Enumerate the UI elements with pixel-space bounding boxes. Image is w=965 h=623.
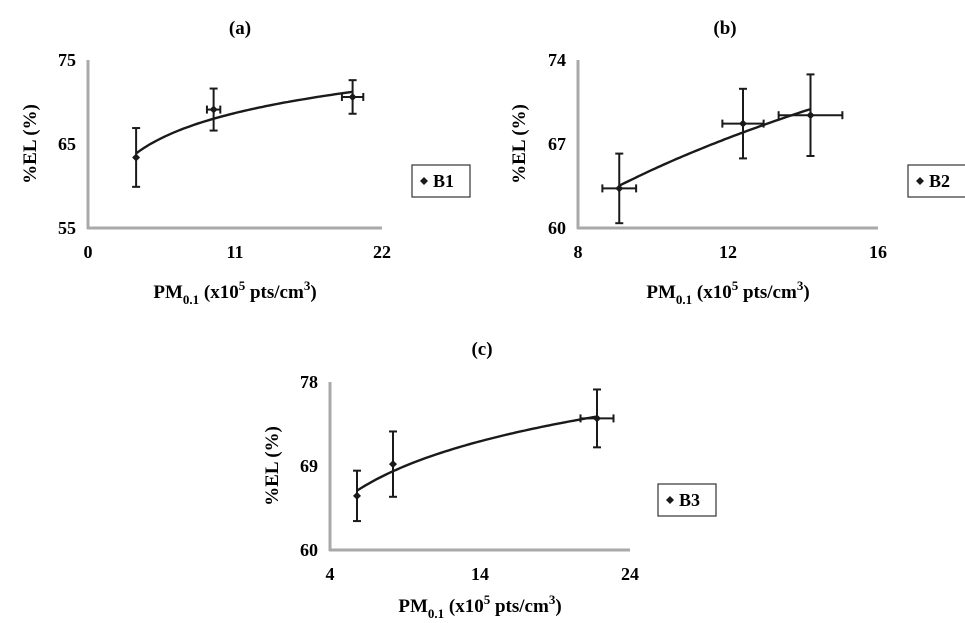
panel-label: (a): [229, 18, 251, 39]
x-tick-label: 4: [326, 564, 335, 584]
x-axis-title: PM0.1 (x105 pts/cm3): [153, 278, 316, 307]
legend-label: B2: [929, 171, 950, 191]
x-tick-label: 0: [84, 242, 93, 262]
x-tick-label: 12: [719, 242, 737, 262]
y-tick-label: 75: [58, 50, 76, 70]
y-tick-label: 55: [58, 218, 76, 238]
x-tick-label: 16: [869, 242, 887, 262]
y-axis-title: %EL (%): [20, 104, 41, 184]
chart-panel-1: (a) 55 65 75 0 11 22 %EL (%) PM0.1 (x105 pts/cm3…: [20, 18, 471, 307]
legend: B2: [907, 164, 965, 198]
data-point: [340, 79, 365, 115]
chart-panel-2: (b) 60 67 74 8 12 16 %EL (%) PM0.1 (x105 pts/cm3…: [509, 18, 965, 307]
data-point: [353, 469, 361, 523]
data-point: [601, 152, 638, 225]
legend: B3: [657, 483, 717, 517]
trendline: [356, 415, 598, 492]
data-point: [579, 388, 615, 449]
y-tick-label: 78: [300, 372, 318, 392]
x-tick-label: 11: [226, 242, 243, 262]
panel-label: (b): [713, 18, 736, 39]
data-point: [389, 430, 397, 498]
x-tick-label: 14: [471, 564, 489, 584]
legend: B1: [411, 164, 471, 198]
chart-panel-3: (c) 60 69 78 4 14 24 %EL (%) PM0.1 (x105 pts/cm3…: [262, 339, 717, 621]
y-tick-label: 69: [300, 456, 318, 476]
y-tick-label: 67: [548, 134, 566, 154]
diamond-marker: [593, 414, 601, 423]
diamond-marker: [806, 111, 815, 120]
legend-diamond-icon: [666, 496, 674, 504]
y-tick-label: 60: [300, 540, 318, 560]
diamond-marker: [389, 460, 397, 469]
diamond-marker: [739, 119, 747, 128]
legend-label: B1: [433, 171, 454, 191]
x-axis-title: PM0.1 (x105 pts/cm3): [398, 592, 561, 621]
data-point: [777, 73, 844, 157]
diamond-marker: [209, 105, 218, 114]
data-point: [132, 127, 141, 188]
y-axis-title: %EL (%): [262, 426, 283, 506]
legend-diamond-icon: [916, 177, 924, 185]
trendline: [135, 90, 353, 155]
y-axis-title: %EL (%): [509, 104, 530, 184]
diamond-marker: [132, 153, 141, 162]
trendline: [618, 107, 811, 187]
x-tick-label: 22: [373, 242, 391, 262]
y-tick-label: 60: [548, 218, 566, 238]
diamond-marker: [348, 92, 357, 101]
diamond-marker: [353, 491, 361, 500]
legend-label: B3: [679, 490, 700, 510]
legend-diamond-icon: [420, 177, 428, 185]
data-point: [205, 87, 222, 132]
y-tick-label: 65: [58, 134, 76, 154]
panel-label: (c): [471, 339, 492, 360]
diamond-marker: [615, 184, 624, 193]
y-tick-label: 74: [548, 50, 566, 70]
data-point: [721, 87, 765, 160]
x-tick-label: 8: [574, 242, 583, 262]
x-axis-title: PM0.1 (x105 pts/cm3): [646, 278, 809, 307]
x-tick-label: 24: [621, 564, 639, 584]
